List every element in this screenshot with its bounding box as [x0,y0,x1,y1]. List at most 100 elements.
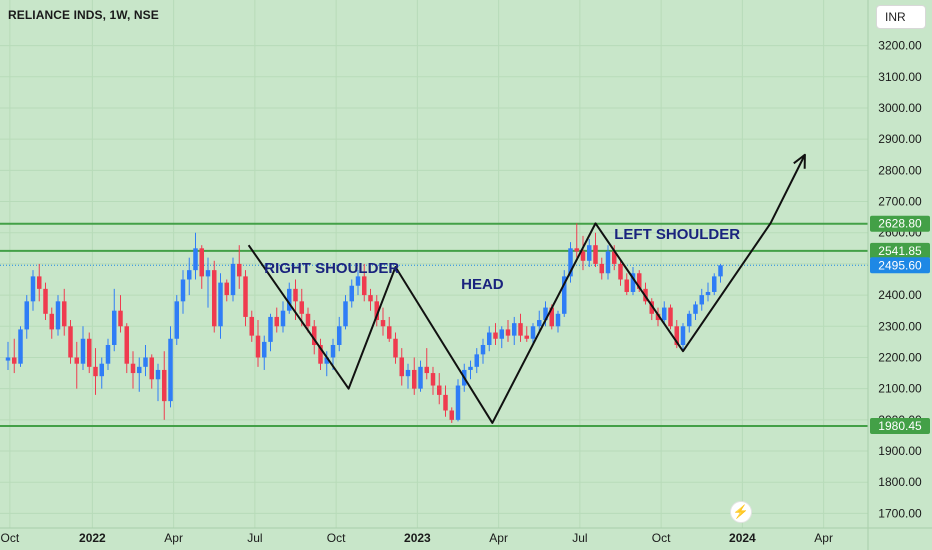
x-tick-label: Jul [247,531,262,545]
candle [243,276,248,317]
candle [174,301,179,339]
candle [687,313,692,327]
candle [718,265,723,277]
candle [337,326,342,345]
candle [624,279,629,292]
candle [149,357,154,380]
candle [155,369,161,380]
candle [668,307,673,327]
candle [18,329,23,364]
candle [518,323,523,336]
candle [280,310,286,327]
candle [524,335,529,339]
candle [530,326,536,339]
y-tick-label: 3100.00 [878,70,922,84]
candle [605,251,611,274]
candle [612,251,617,264]
candle [130,363,136,374]
x-tick-label: 2023 [404,531,431,545]
candle [493,332,498,339]
candle [205,270,211,277]
candle [37,276,42,289]
candle [255,335,261,358]
candle [99,363,104,377]
candle [355,276,361,286]
candle [580,251,586,261]
x-axis[interactable]: Oct 2022 Apr Jul Oct 2023 Apr Jul Oct 2024 Apr [0,527,932,545]
y-tick-label: 1800.00 [878,475,922,489]
lightning-logo-icon[interactable]: ⚡ [730,501,752,523]
candle [587,245,592,261]
y-tick-label: 2900.00 [878,132,922,146]
y-axis[interactable]: 1700.001800.001900.002000.002100.002200.… [867,0,922,550]
price-tag [870,215,930,232]
candle [268,316,273,342]
y-tick-label: 2200.00 [878,350,922,364]
candle [599,263,604,274]
candles [5,223,723,423]
candle [287,288,292,311]
candle [549,307,554,327]
y-tick-label: 3200.00 [878,39,922,53]
candle [249,316,254,336]
pattern-annotation: LEFT SHOULDER [614,225,741,243]
candle [62,301,67,327]
candle [349,285,354,302]
candle [230,263,236,296]
candle [74,357,79,364]
pattern-lines [247,153,806,424]
candle [649,301,654,314]
y-tick-label: 2100.00 [878,382,922,396]
x-tick-label: Apr [489,531,508,545]
y-tick-label: 3000.00 [878,101,922,115]
candle [662,307,667,321]
candle [574,248,579,252]
candle [555,313,561,327]
candle [593,245,598,264]
x-tick-label: Oct [327,531,346,545]
currency-button[interactable]: INR [876,5,926,29]
candle [374,301,379,321]
y-tick-label: 1700.00 [878,506,922,520]
candle [293,288,298,302]
price-tag-label: 2541.85 [878,244,922,258]
candle [187,270,192,280]
candle [537,320,542,327]
x-tick-label: 2022 [79,531,106,545]
price-tag-label: 1980.45 [878,419,922,433]
candle [305,313,311,327]
candle [105,344,111,364]
candle [380,320,386,327]
candle [312,326,317,345]
price-tag [870,242,930,259]
candle [330,344,336,358]
candle [674,326,679,345]
candle [699,295,704,305]
candle [693,304,698,314]
candle [68,326,73,358]
candle [543,307,548,321]
candle [24,301,29,330]
candle [705,291,711,296]
candle [387,326,392,339]
candle [12,357,17,364]
candle [443,394,448,411]
candle [80,338,86,364]
candle [680,326,686,345]
candle [137,366,142,374]
candle [180,279,186,302]
candle [393,338,398,358]
candle [162,369,167,402]
candle [712,276,717,292]
y-tick-label: 1900.00 [878,444,922,458]
candle [430,373,436,386]
candle [87,338,92,367]
candle [43,288,48,314]
candle [499,329,504,339]
candle [5,357,11,361]
candle [424,366,429,374]
head-shoulders-pattern-line [247,154,806,424]
